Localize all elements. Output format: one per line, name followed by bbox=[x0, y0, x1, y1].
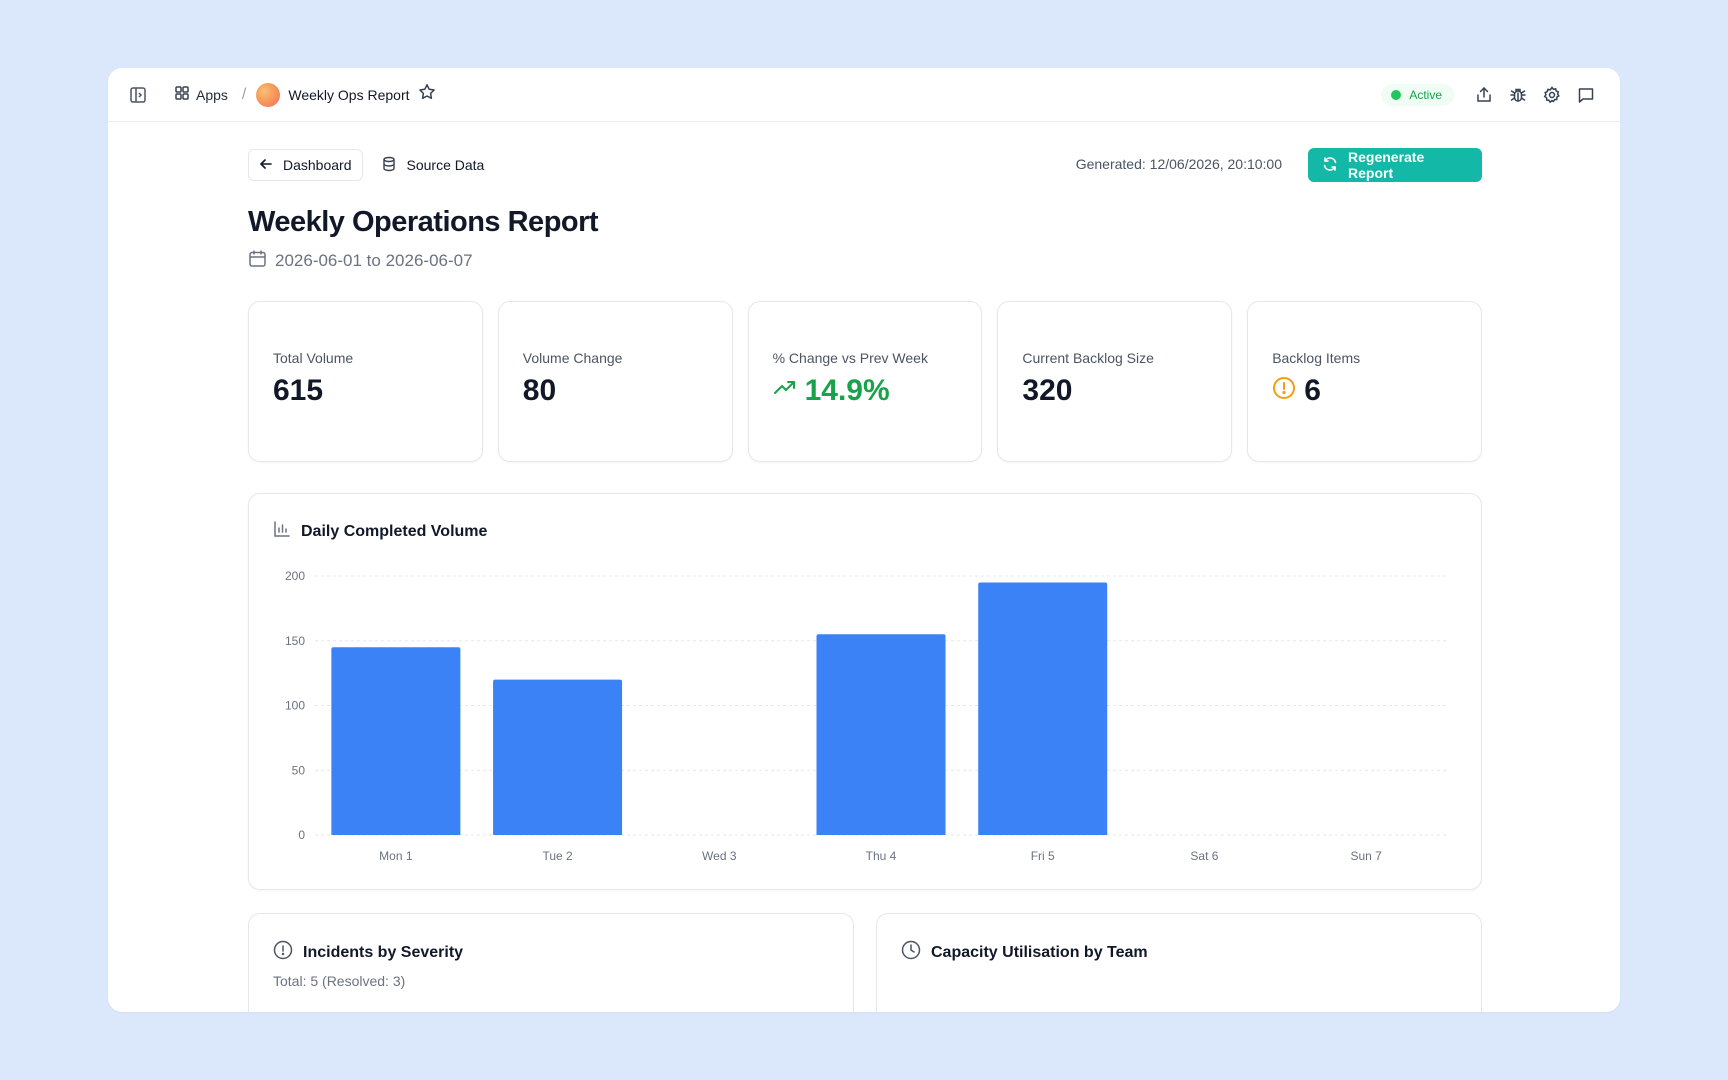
kpi-label: Backlog Items bbox=[1272, 350, 1361, 366]
kpi-value-text: 615 bbox=[273, 374, 324, 407]
incidents-card: Incidents by Severity Total: 5 (Resolved… bbox=[248, 913, 854, 1012]
database-icon bbox=[381, 156, 397, 175]
sidebar-toggle-icon[interactable] bbox=[124, 81, 152, 109]
regenerate-label: Regenerate Report bbox=[1348, 149, 1425, 181]
x-tick-label: Tue 2 bbox=[542, 849, 573, 863]
kpi-current-backlog: Current Backlog Size 320 bbox=[997, 301, 1233, 462]
alert-circle-icon bbox=[273, 940, 293, 965]
star-icon[interactable] bbox=[418, 83, 436, 106]
chart-title-text: Daily Completed Volume bbox=[301, 522, 488, 540]
daily-volume-chart-card: 0 50 100 150 200 Mon 1 Tue 2 Wed 3 Thu 4 Fri 5 Sat… bbox=[248, 493, 1482, 890]
dashboard-button[interactable]: Dashboard bbox=[248, 149, 363, 181]
kpi-label: % Change vs Prev Week bbox=[772, 350, 928, 366]
bug-icon[interactable] bbox=[1504, 81, 1532, 109]
bar-chart: 0 50 100 150 200 Mon 1 Tue 2 Wed 3 Thu 4 Fri 5 Sat… bbox=[285, 569, 1447, 863]
kpi-label: Volume Change bbox=[522, 350, 623, 366]
kpi-value-text: 6 bbox=[1304, 374, 1321, 407]
action-bar: Dashboard Source Data Generated: 12/06/2… bbox=[248, 148, 1482, 182]
breadcrumb-separator: / bbox=[241, 85, 247, 103]
capacity-title-text: Capacity Utilisation by Team bbox=[931, 943, 1148, 961]
generated-timestamp: Generated: 12/06/2026, 20:10:00 bbox=[1075, 156, 1282, 172]
bar-mon-1[interactable] bbox=[331, 647, 461, 835]
x-tick-label: Thu 4 bbox=[866, 849, 897, 863]
x-tick-label: Fri 5 bbox=[1031, 849, 1055, 863]
incidents-title: Incidents by Severity bbox=[273, 940, 829, 965]
grid-icon bbox=[174, 85, 190, 104]
y-tick-label: 150 bbox=[285, 634, 305, 648]
status-dot bbox=[1391, 89, 1402, 100]
kpi-value-text: 14.9% bbox=[804, 374, 890, 407]
report-content: Dashboard Source Data Generated: 12/06/2… bbox=[248, 148, 1482, 1012]
kpi-value: 14.9% bbox=[773, 374, 958, 408]
x-tick-label: Wed 3 bbox=[702, 849, 737, 863]
kpi-value-text: 80 bbox=[522, 374, 557, 407]
bottom-row: Incidents by Severity Total: 5 (Resolved… bbox=[248, 913, 1482, 1012]
calendar-icon bbox=[248, 249, 267, 273]
kpi-value: 80 bbox=[523, 374, 708, 408]
regenerate-report-button[interactable]: Regenerate Report bbox=[1308, 148, 1482, 182]
source-data-label: Source Data bbox=[406, 157, 485, 173]
date-range-text: 2026-06-01 to 2026-06-07 bbox=[275, 251, 473, 270]
kpi-backlog-items: Backlog Items 6 bbox=[1247, 301, 1482, 462]
incidents-title-text: Incidents by Severity bbox=[303, 943, 464, 961]
kpi-row: Total Volume 615 Volume Change 80 % Chan… bbox=[248, 301, 1482, 462]
apps-link[interactable]: Apps bbox=[174, 85, 228, 104]
status-badge: Active bbox=[1381, 83, 1454, 106]
y-tick-label: 100 bbox=[285, 699, 305, 713]
capacity-card: Capacity Utilisation by Team bbox=[876, 913, 1482, 1012]
share-icon[interactable] bbox=[1470, 81, 1498, 109]
incidents-total: Total: 5 (Resolved: 3) bbox=[273, 973, 406, 989]
kpi-value: 615 bbox=[273, 374, 458, 408]
gear-icon[interactable] bbox=[1538, 81, 1566, 109]
kpi-label: Current Backlog Size bbox=[1022, 350, 1154, 366]
kpi-value: 320 bbox=[1022, 374, 1207, 408]
kpi-percent-change: % Change vs Prev Week 14.9% bbox=[747, 301, 983, 462]
status-label: Active bbox=[1409, 87, 1442, 102]
kpi-label: Total Volume bbox=[273, 350, 354, 366]
trending-up-icon bbox=[773, 374, 797, 408]
alert-circle-icon bbox=[1272, 374, 1296, 408]
bar-chart-icon bbox=[273, 520, 291, 543]
source-data-button[interactable]: Source Data bbox=[371, 149, 495, 181]
page-title: Weekly Operations Report bbox=[248, 206, 599, 238]
kpi-volume-change: Volume Change 80 bbox=[497, 301, 733, 462]
kpi-value-text: 320 bbox=[1022, 374, 1073, 407]
kpi-value: 6 bbox=[1272, 374, 1457, 408]
app-title: Weekly Ops Report bbox=[288, 86, 410, 103]
chat-icon[interactable] bbox=[1572, 81, 1600, 109]
x-tick-label: Mon 1 bbox=[379, 849, 413, 863]
dashboard-label: Dashboard bbox=[283, 157, 352, 173]
bar-tue-2[interactable] bbox=[493, 679, 623, 835]
y-tick-label: 200 bbox=[285, 569, 305, 583]
y-tick-label: 0 bbox=[298, 828, 305, 842]
refresh-icon bbox=[1322, 156, 1338, 175]
bar-fri-5[interactable] bbox=[978, 582, 1108, 835]
x-tick-label: Sun 7 bbox=[1350, 849, 1382, 863]
bar-thu-4[interactable] bbox=[816, 634, 946, 835]
kpi-total-volume: Total Volume 615 bbox=[248, 301, 483, 462]
apps-label: Apps bbox=[196, 86, 228, 103]
clock-icon bbox=[901, 940, 921, 965]
date-range: 2026-06-01 to 2026-06-07 bbox=[248, 249, 1482, 273]
app-avatar bbox=[256, 82, 281, 107]
capacity-title: Capacity Utilisation by Team bbox=[901, 940, 1457, 965]
x-tick-label: Sat 6 bbox=[1190, 849, 1218, 863]
top-bar: Apps / Weekly Ops Report Active bbox=[108, 68, 1620, 122]
app-window: Apps / Weekly Ops Report Active bbox=[108, 68, 1620, 1012]
arrow-left-icon bbox=[259, 157, 273, 174]
chart-title: Daily Completed Volume bbox=[273, 520, 487, 543]
y-tick-label: 50 bbox=[292, 763, 306, 777]
